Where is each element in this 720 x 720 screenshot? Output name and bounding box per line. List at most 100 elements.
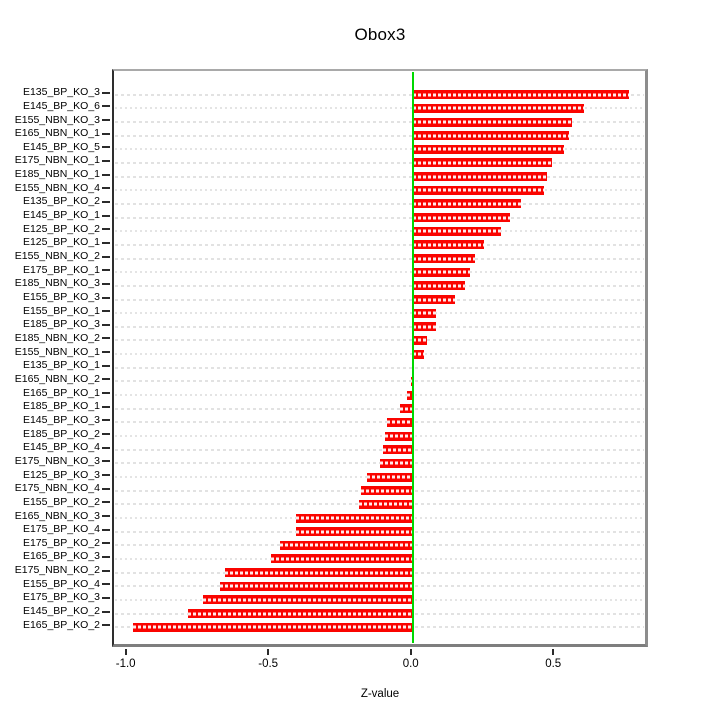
y-tick	[102, 91, 110, 94]
bar-E145_BP_KO_6	[412, 103, 584, 113]
bar-stripe	[412, 147, 564, 151]
bar-E185_NBN_KO_3	[412, 281, 466, 291]
bar-E145_BP_KO_5	[412, 144, 564, 154]
bar-E155_NBN_KO_3	[412, 117, 573, 127]
bar-E165_BP_KO_3	[271, 554, 413, 564]
y-tick	[102, 433, 110, 436]
bar-stripe	[412, 134, 570, 138]
x-tick-label: 0.0	[402, 658, 419, 670]
y-axis-label: E155_BP_KO_1	[22, 304, 100, 317]
gridline	[115, 175, 644, 178]
y-tick	[102, 200, 110, 203]
bar-E145_BP_KO_1	[412, 213, 510, 223]
y-axis-label: E165_BP_KO_1	[22, 386, 100, 399]
x-tick-label: 0.5	[545, 658, 562, 670]
y-tick	[102, 501, 110, 504]
y-axis-label: E175_NBN_KO_3	[14, 454, 100, 467]
gridline	[115, 312, 644, 315]
gridline	[115, 394, 644, 397]
y-axis-label: E165_NBN_KO_2	[14, 372, 100, 385]
y-tick	[102, 405, 110, 408]
y-tick	[102, 624, 110, 627]
y-axis-label: E155_BP_KO_4	[22, 577, 100, 590]
bar-stripe	[385, 434, 413, 438]
y-axis-label: E175_BP_KO_2	[22, 536, 100, 549]
x-tick-label: -1.0	[115, 658, 136, 670]
y-tick	[102, 241, 110, 244]
y-axis-label: E185_NBN_KO_3	[14, 277, 100, 290]
y-axis-label: E145_BP_KO_6	[22, 99, 100, 112]
bar-E185_BP_KO_2	[385, 431, 413, 441]
y-tick	[102, 132, 110, 135]
bar-E175_BP_KO_2	[279, 540, 413, 550]
bar-stripe	[412, 352, 424, 356]
bar-E185_NBN_KO_2	[412, 335, 428, 345]
gridline	[115, 421, 644, 424]
gridline	[115, 161, 644, 164]
bar-stripe	[379, 461, 413, 465]
bar-E155_NBN_KO_1	[412, 349, 424, 359]
bar-stripe	[412, 161, 553, 165]
y-tick	[102, 228, 110, 231]
y-tick	[102, 214, 110, 217]
y-axis-label: E175_NBN_KO_4	[14, 482, 100, 495]
bar-stripe	[361, 489, 413, 493]
bar-stripe	[412, 202, 521, 206]
y-tick	[102, 282, 110, 285]
y-tick	[102, 119, 110, 121]
bar-E175_NBN_KO_1	[412, 158, 553, 168]
x-axis-title: Z-value	[360, 688, 400, 700]
bar-stripe	[407, 393, 413, 397]
gridline	[115, 216, 644, 219]
bar-stripe	[399, 407, 413, 411]
bar-stripe	[412, 338, 428, 342]
y-tick	[102, 392, 110, 395]
gridline	[115, 107, 644, 110]
gridline	[115, 298, 644, 301]
bar-stripe	[383, 448, 413, 452]
y-axis-label: E175_BP_KO_1	[22, 263, 100, 276]
y-axis-label: E185_BP_KO_2	[22, 427, 100, 440]
y-tick	[102, 569, 110, 572]
bar-E155_NBN_KO_4	[412, 185, 544, 195]
gridline	[115, 353, 644, 356]
bar-E185_BP_KO_1	[399, 404, 413, 414]
bar-E175_NBN_KO_4	[361, 486, 413, 496]
y-tick	[102, 446, 110, 449]
y-tick	[102, 419, 110, 422]
y-tick	[102, 528, 110, 531]
gridline	[115, 121, 644, 123]
y-tick	[102, 296, 110, 299]
bar-stripe	[412, 175, 547, 179]
y-tick	[102, 542, 110, 545]
y-tick	[102, 255, 110, 258]
bar-E165_BP_KO_2	[133, 622, 413, 632]
y-axis-label: E145_BP_KO_3	[22, 413, 100, 426]
y-axis-label: E135_BP_KO_1	[22, 359, 100, 372]
y-axis-label: E145_BP_KO_1	[22, 209, 100, 222]
bar-stripe	[279, 543, 413, 547]
y-axis-label: E185_BP_KO_1	[22, 400, 100, 413]
gridline	[115, 339, 644, 342]
bar-E155_BP_KO_4	[220, 581, 413, 591]
gridline	[115, 243, 644, 246]
bar-stripe	[412, 325, 436, 329]
x-tick	[552, 649, 555, 655]
bar-E145_BP_KO_2	[187, 609, 413, 619]
y-tick	[102, 583, 110, 586]
y-tick	[102, 269, 110, 272]
y-tick	[102, 105, 110, 108]
y-axis-label: E155_NBN_KO_2	[14, 250, 100, 263]
bar-stripe	[412, 188, 544, 192]
y-axis-label: E175_BP_KO_3	[22, 591, 100, 604]
y-tick	[102, 610, 110, 613]
bar-stripe	[412, 284, 466, 288]
y-axis-label: E155_BP_KO_3	[22, 291, 100, 304]
bar-E125_BP_KO_3	[367, 472, 413, 482]
bar-stripe	[412, 270, 470, 274]
bar-E165_NBN_KO_3	[295, 513, 413, 523]
bar-stripe	[412, 216, 510, 220]
y-axis-label: E155_NBN_KO_3	[14, 113, 100, 126]
gridline	[115, 202, 644, 205]
